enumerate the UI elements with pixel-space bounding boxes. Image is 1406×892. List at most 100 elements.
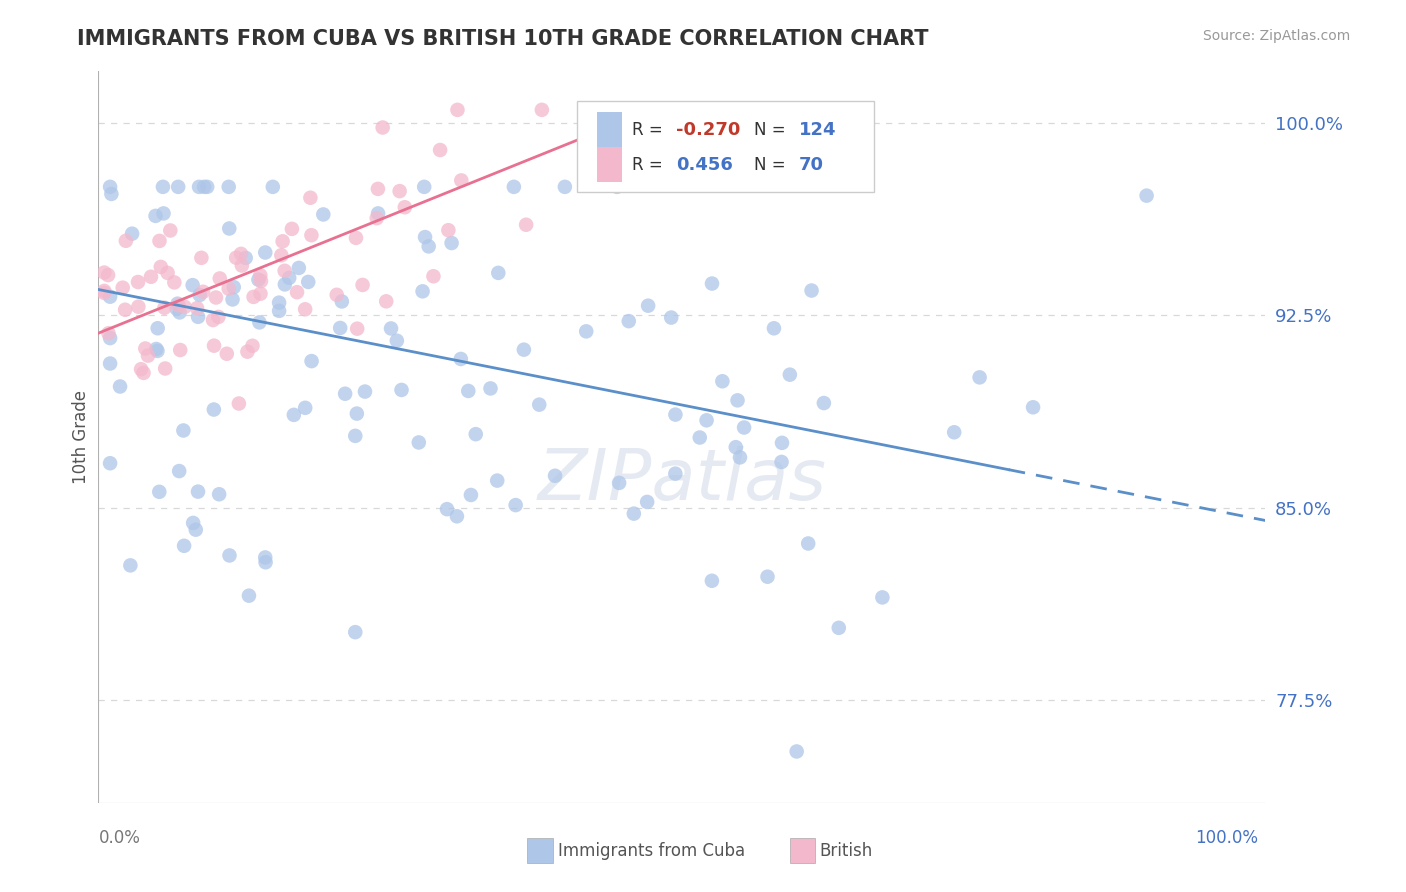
Point <box>297 275 319 289</box>
Point <box>97 326 120 341</box>
Point <box>278 270 301 285</box>
Point <box>800 284 823 298</box>
Point <box>733 420 755 434</box>
Point <box>269 295 291 310</box>
Point <box>159 223 181 237</box>
Point <box>346 321 368 335</box>
Point <box>98 357 121 371</box>
Text: 124: 124 <box>799 120 837 138</box>
Point <box>269 303 291 318</box>
Point <box>446 103 468 117</box>
Point <box>728 450 751 465</box>
Text: 100.0%: 100.0% <box>1195 830 1258 847</box>
Point <box>299 191 322 205</box>
Text: 0.0%: 0.0% <box>98 830 141 847</box>
Point <box>205 291 228 305</box>
Point <box>187 484 209 499</box>
Point <box>380 321 402 335</box>
Point <box>242 339 264 353</box>
Point <box>388 184 411 198</box>
Point <box>145 209 167 223</box>
Point <box>554 179 576 194</box>
Point <box>190 251 212 265</box>
Text: ZIPatlas: ZIPatlas <box>537 447 827 516</box>
Point <box>228 396 250 410</box>
Point <box>238 589 260 603</box>
Point <box>329 321 352 335</box>
Point <box>169 305 191 319</box>
Point <box>172 424 194 438</box>
Point <box>486 474 509 488</box>
Point <box>191 285 214 299</box>
Point <box>186 301 208 315</box>
Text: British: British <box>820 842 873 860</box>
Point <box>969 370 991 384</box>
Point <box>367 206 389 220</box>
Point <box>301 354 323 368</box>
Point <box>828 621 851 635</box>
Point <box>129 362 152 376</box>
Point <box>146 321 169 335</box>
Point <box>115 234 138 248</box>
Point <box>479 381 502 395</box>
Point <box>163 276 186 290</box>
Point <box>231 259 253 273</box>
Point <box>285 285 308 300</box>
Point <box>167 298 190 312</box>
Text: Immigrants from Cuba: Immigrants from Cuba <box>558 842 745 860</box>
Point <box>166 301 188 316</box>
Point <box>229 247 252 261</box>
Point <box>254 555 277 569</box>
Point <box>215 347 238 361</box>
Point <box>696 413 718 427</box>
Point <box>770 455 793 469</box>
Point <box>786 744 808 758</box>
Text: IMMIGRANTS FROM CUBA VS BRITISH 10TH GRADE CORRELATION CHART: IMMIGRANTS FROM CUBA VS BRITISH 10TH GRA… <box>77 29 929 49</box>
Point <box>294 401 316 415</box>
Point <box>139 269 162 284</box>
Point <box>429 143 451 157</box>
Point <box>262 179 284 194</box>
Point <box>98 179 121 194</box>
Point <box>156 266 179 280</box>
Point <box>724 440 747 454</box>
Point <box>121 227 143 241</box>
Point <box>797 536 820 550</box>
Point <box>460 488 482 502</box>
Point <box>283 408 305 422</box>
Point <box>943 425 966 440</box>
Point <box>505 498 527 512</box>
Point <box>148 234 170 248</box>
Point <box>636 495 658 509</box>
Point <box>152 179 174 194</box>
Point <box>236 344 259 359</box>
Point <box>371 120 394 135</box>
Point <box>1136 188 1159 202</box>
Point <box>502 179 524 194</box>
Point <box>288 260 311 275</box>
Point <box>664 408 686 422</box>
Point <box>440 235 463 250</box>
Point <box>446 509 468 524</box>
Text: R =: R = <box>631 156 668 174</box>
Text: R =: R = <box>631 120 668 138</box>
Point <box>153 301 176 315</box>
Point <box>169 343 191 357</box>
Point <box>299 228 322 243</box>
Point <box>93 266 115 280</box>
Point <box>247 272 270 286</box>
Text: 0.456: 0.456 <box>676 156 733 174</box>
Point <box>422 269 444 284</box>
Point <box>254 245 277 260</box>
Point <box>408 435 430 450</box>
Point <box>664 467 686 481</box>
Point <box>756 570 779 584</box>
Point <box>271 235 294 249</box>
Point <box>195 179 218 194</box>
Point <box>779 368 801 382</box>
Point <box>486 266 509 280</box>
Point <box>218 221 240 235</box>
Point <box>208 271 231 285</box>
Point <box>515 218 537 232</box>
Point <box>111 281 134 295</box>
